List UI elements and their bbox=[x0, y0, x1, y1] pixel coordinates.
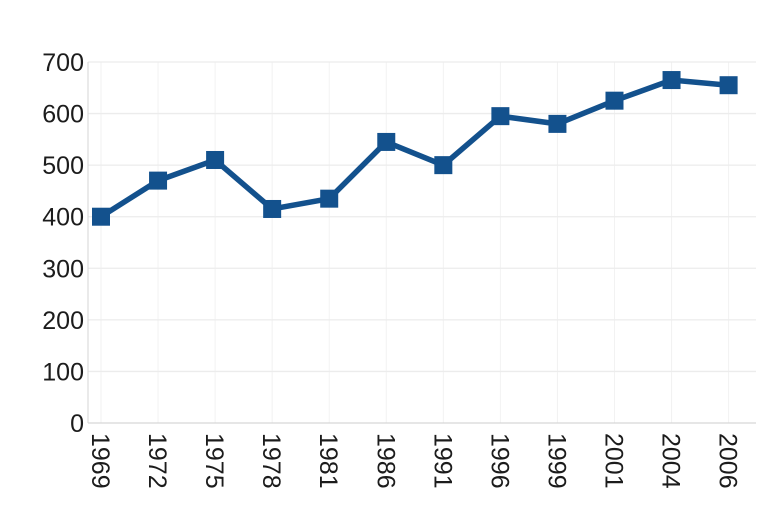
y-axis-tick-label: 600 bbox=[42, 101, 84, 129]
data-point-marker bbox=[662, 71, 681, 90]
x-axis-tick-label: 1981 bbox=[314, 433, 342, 489]
data-point-marker bbox=[263, 199, 282, 218]
y-axis-tick-label: 400 bbox=[42, 204, 84, 232]
data-point-marker bbox=[206, 150, 225, 169]
data-point-marker bbox=[491, 107, 510, 126]
x-axis-tick-label: 1972 bbox=[143, 433, 171, 489]
x-axis-tick-label: 1999 bbox=[542, 433, 570, 489]
x-axis-tick-label: 2006 bbox=[714, 433, 742, 489]
data-point-marker bbox=[92, 207, 110, 226]
data-point-marker bbox=[377, 132, 396, 151]
data-point-marker bbox=[719, 76, 738, 95]
series-line bbox=[99, 77, 729, 220]
x-axis-tick-label: 1978 bbox=[257, 433, 285, 489]
x-axis-tick-label: 1969 bbox=[86, 433, 114, 489]
data-point-marker bbox=[434, 156, 453, 175]
data-point-marker bbox=[320, 189, 339, 208]
y-axis-tick-label: 700 bbox=[42, 49, 84, 77]
x-axis-tick-label: 1996 bbox=[485, 433, 513, 489]
x-axis-tick-label: 1991 bbox=[428, 433, 456, 489]
x-axis-tick-label: 2004 bbox=[657, 433, 685, 489]
data-point-marker bbox=[548, 114, 567, 133]
y-axis-tick-label: 200 bbox=[42, 307, 84, 335]
data-point-marker bbox=[149, 171, 168, 190]
y-axis-tick-label: 300 bbox=[42, 255, 84, 283]
data-point-marker bbox=[605, 91, 624, 110]
x-axis-tick-label: 2001 bbox=[599, 433, 627, 489]
x-axis-tick-label: 1986 bbox=[371, 433, 399, 489]
y-axis-tick-label: 100 bbox=[42, 358, 84, 386]
x-axis-tick-label: 1975 bbox=[200, 433, 228, 489]
y-axis-tick-label: 500 bbox=[42, 152, 84, 180]
y-axis-tick-label: 0 bbox=[70, 410, 84, 438]
